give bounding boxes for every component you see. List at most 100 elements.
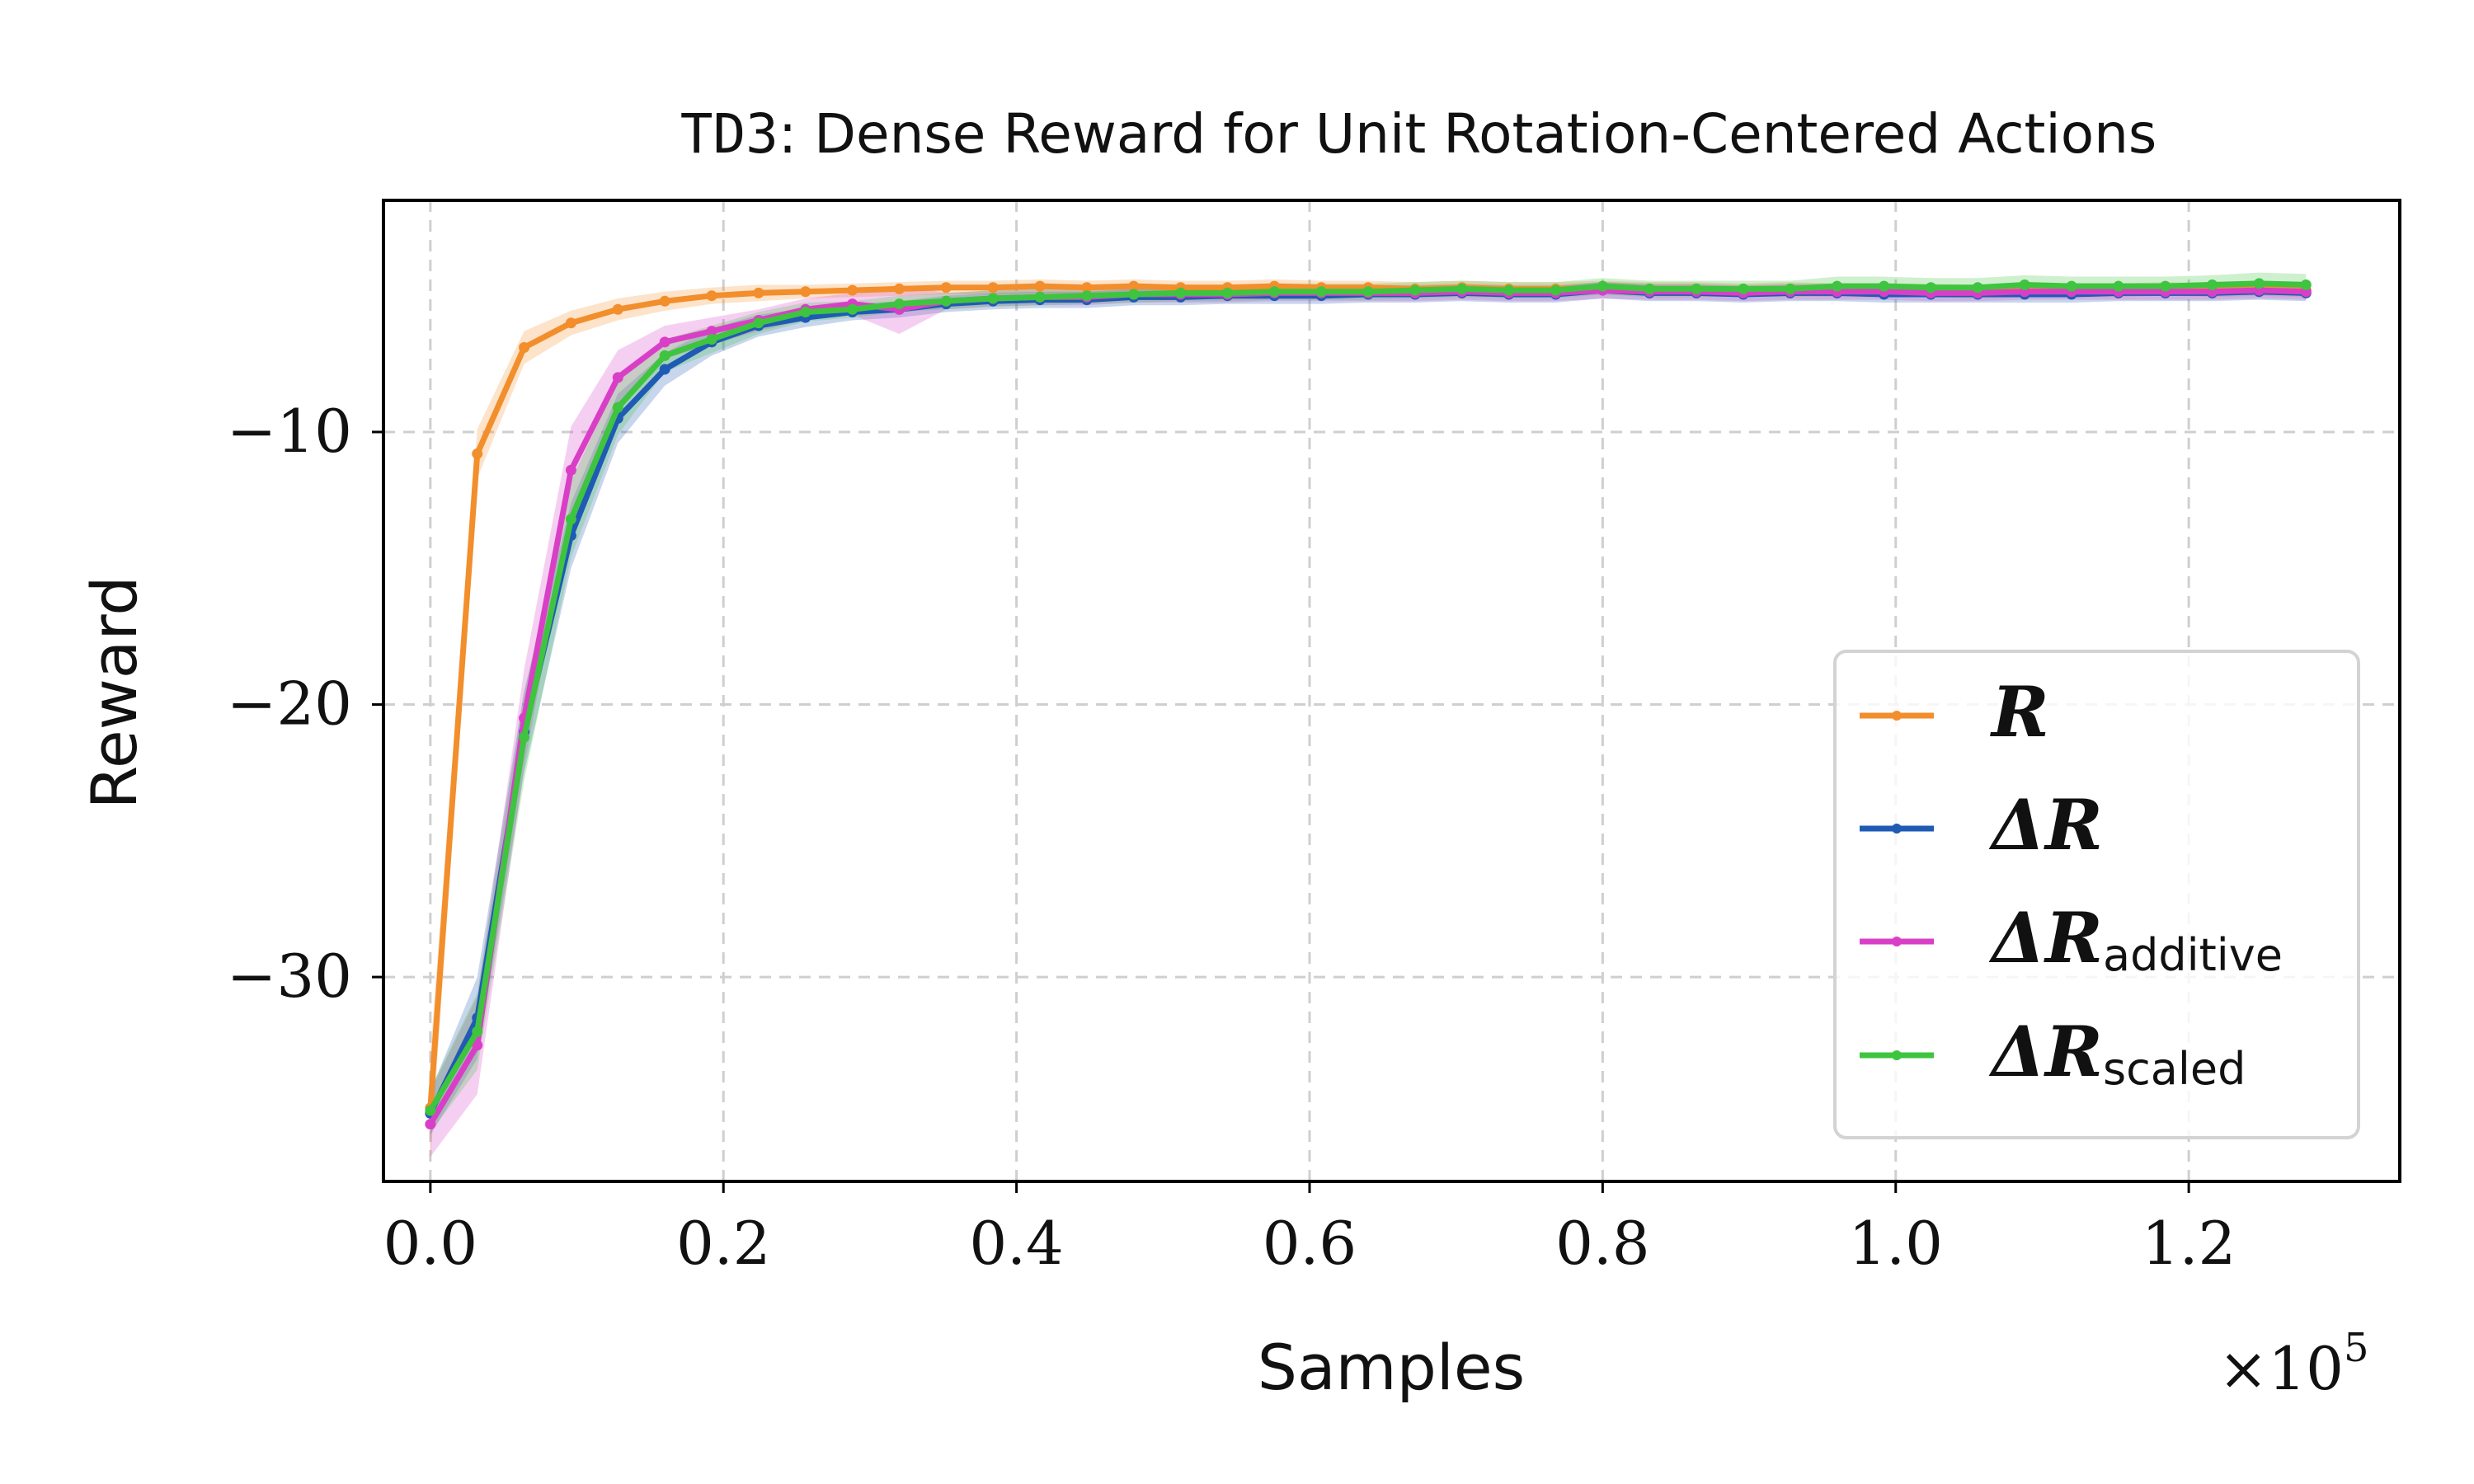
series-2-point [612, 372, 623, 383]
series-3-point [987, 293, 999, 304]
x-multiplier: ×105 [2218, 1325, 2369, 1403]
series-3-point [1221, 287, 1233, 298]
series-3-point [1644, 283, 1655, 294]
chart-title: TD3: Dense Reward for Unit Rotation-Cent… [680, 102, 2157, 166]
series-3-point [1738, 283, 1749, 294]
series-3-point [2066, 280, 2077, 292]
series-3-point [1081, 290, 1093, 302]
legend-label-delta-r-additive-main: ΔR [1988, 897, 2103, 979]
y-tick-label: −20 [227, 669, 352, 739]
series-3-point [1034, 291, 1046, 303]
legend-box [1833, 650, 2360, 1139]
series-3-point [565, 514, 576, 525]
series-0-point [940, 282, 952, 294]
legend-label-r-main: R [1990, 671, 2049, 753]
chart-title-rest: : Dense Reward for Unit Rotation-Centere… [778, 102, 2157, 166]
series-1-point [659, 364, 670, 375]
series-3-point [612, 402, 623, 413]
series-0-point [706, 290, 717, 302]
x-tick-label: 0.2 [676, 1209, 771, 1278]
legend-label-delta-r-additive: ΔRadditive [1988, 897, 2283, 981]
x-tick-label: 0.6 [1263, 1209, 1357, 1278]
x-tick-label: 0.0 [383, 1209, 478, 1278]
series-2-band [430, 282, 2307, 1158]
x-multiplier-base: ×10 [2218, 1334, 2344, 1403]
series-2-point [659, 336, 670, 348]
y-tick-label: −10 [227, 397, 352, 466]
x-tick-label: 1.0 [1848, 1209, 1943, 1278]
series-3-point [425, 1105, 436, 1116]
series-3-point [1128, 289, 1140, 300]
chart-title-prefix: TD3 [680, 102, 778, 166]
series-0-point [800, 286, 811, 298]
series-0-point [753, 287, 764, 298]
legend-marker-delta-r [1892, 824, 1902, 834]
series-2-point [472, 1040, 483, 1051]
series-3-point [847, 303, 858, 315]
series-0-point [847, 284, 858, 296]
series-0-point [1034, 280, 1046, 292]
legend-marker-r [1892, 711, 1902, 721]
legend-label-delta-r-scaled: ΔRscaled [1988, 1011, 2246, 1095]
series-3-point [2113, 280, 2124, 292]
x-tick-label: 1.2 [2142, 1209, 2236, 1278]
legend: R ΔR ΔRadditive ΔRscaled [1833, 650, 2360, 1139]
series-0-point [565, 317, 576, 329]
series-3-point [1972, 282, 1983, 294]
series-2-point [565, 464, 576, 476]
y-tick-label: −30 [227, 942, 352, 1011]
series-2-point [706, 326, 717, 337]
series-3-point [940, 295, 952, 307]
series-3-point [2253, 278, 2265, 289]
series-3-point [2160, 280, 2171, 292]
series-3-point [1315, 286, 1327, 298]
series-2-point [425, 1119, 436, 1130]
series-0-point [1081, 282, 1093, 294]
series-3-point [1456, 283, 1468, 294]
series-0-point [893, 283, 905, 294]
legend-marker-delta-r-additive [1892, 937, 1902, 946]
legend-label-r: R [1990, 671, 2049, 753]
series-3-point [706, 334, 717, 345]
series-3-point [1503, 284, 1515, 296]
series-0-point [519, 342, 530, 353]
x-tick-label: 0.4 [969, 1209, 1064, 1278]
series-3-point [1879, 280, 1890, 292]
x-tick-label: 0.8 [1555, 1209, 1650, 1278]
series-3-point [1362, 286, 1374, 298]
axes-frame [382, 199, 2401, 1183]
series-3-point [659, 350, 670, 361]
series-3-point [893, 298, 905, 310]
series-3-point [1175, 287, 1187, 298]
series-0-point [1128, 280, 1140, 292]
x-axis-label: Samples [1258, 1331, 1526, 1404]
y-axis-label: Reward [78, 575, 151, 809]
series-3-point [2300, 279, 2312, 290]
legend-marker-delta-r-scaled [1892, 1050, 1902, 1060]
x-multiplier-exponent: 5 [2344, 1325, 2369, 1371]
series-3-point [1925, 282, 1936, 294]
series-3-point [1268, 286, 1280, 298]
series-3-point [753, 317, 764, 329]
series-3-point [1785, 283, 1796, 294]
series-3-point [1832, 280, 1843, 292]
legend-label-delta-r-scaled-sub: scaled [2103, 1043, 2246, 1095]
legend-label-delta-r: ΔR [1988, 784, 2103, 866]
series-3-point [1691, 283, 1702, 294]
series-lines [425, 278, 2312, 1130]
grid-lines [383, 200, 2400, 1181]
legend-label-delta-r-main: ΔR [1988, 784, 2103, 866]
series-3-point [1597, 280, 1608, 292]
series-3-point [800, 307, 811, 318]
series-0-point [659, 295, 670, 307]
legend-label-delta-r-additive-sub: additive [2103, 929, 2283, 981]
series-3-point [1409, 284, 1421, 296]
legend-label-delta-r-scaled-main: ΔR [1988, 1011, 2103, 1092]
series-0-point [472, 448, 483, 459]
series-0-point [612, 303, 623, 315]
axis-ticks: 0.0 0.2 0.4 0.6 0.8 1.0 1.2 −10 −20 −30 [227, 397, 2236, 1278]
series-3-point [1550, 284, 1562, 296]
series-3-point [519, 731, 530, 743]
series-3-point [472, 1026, 483, 1037]
series-3-point [2207, 279, 2218, 290]
